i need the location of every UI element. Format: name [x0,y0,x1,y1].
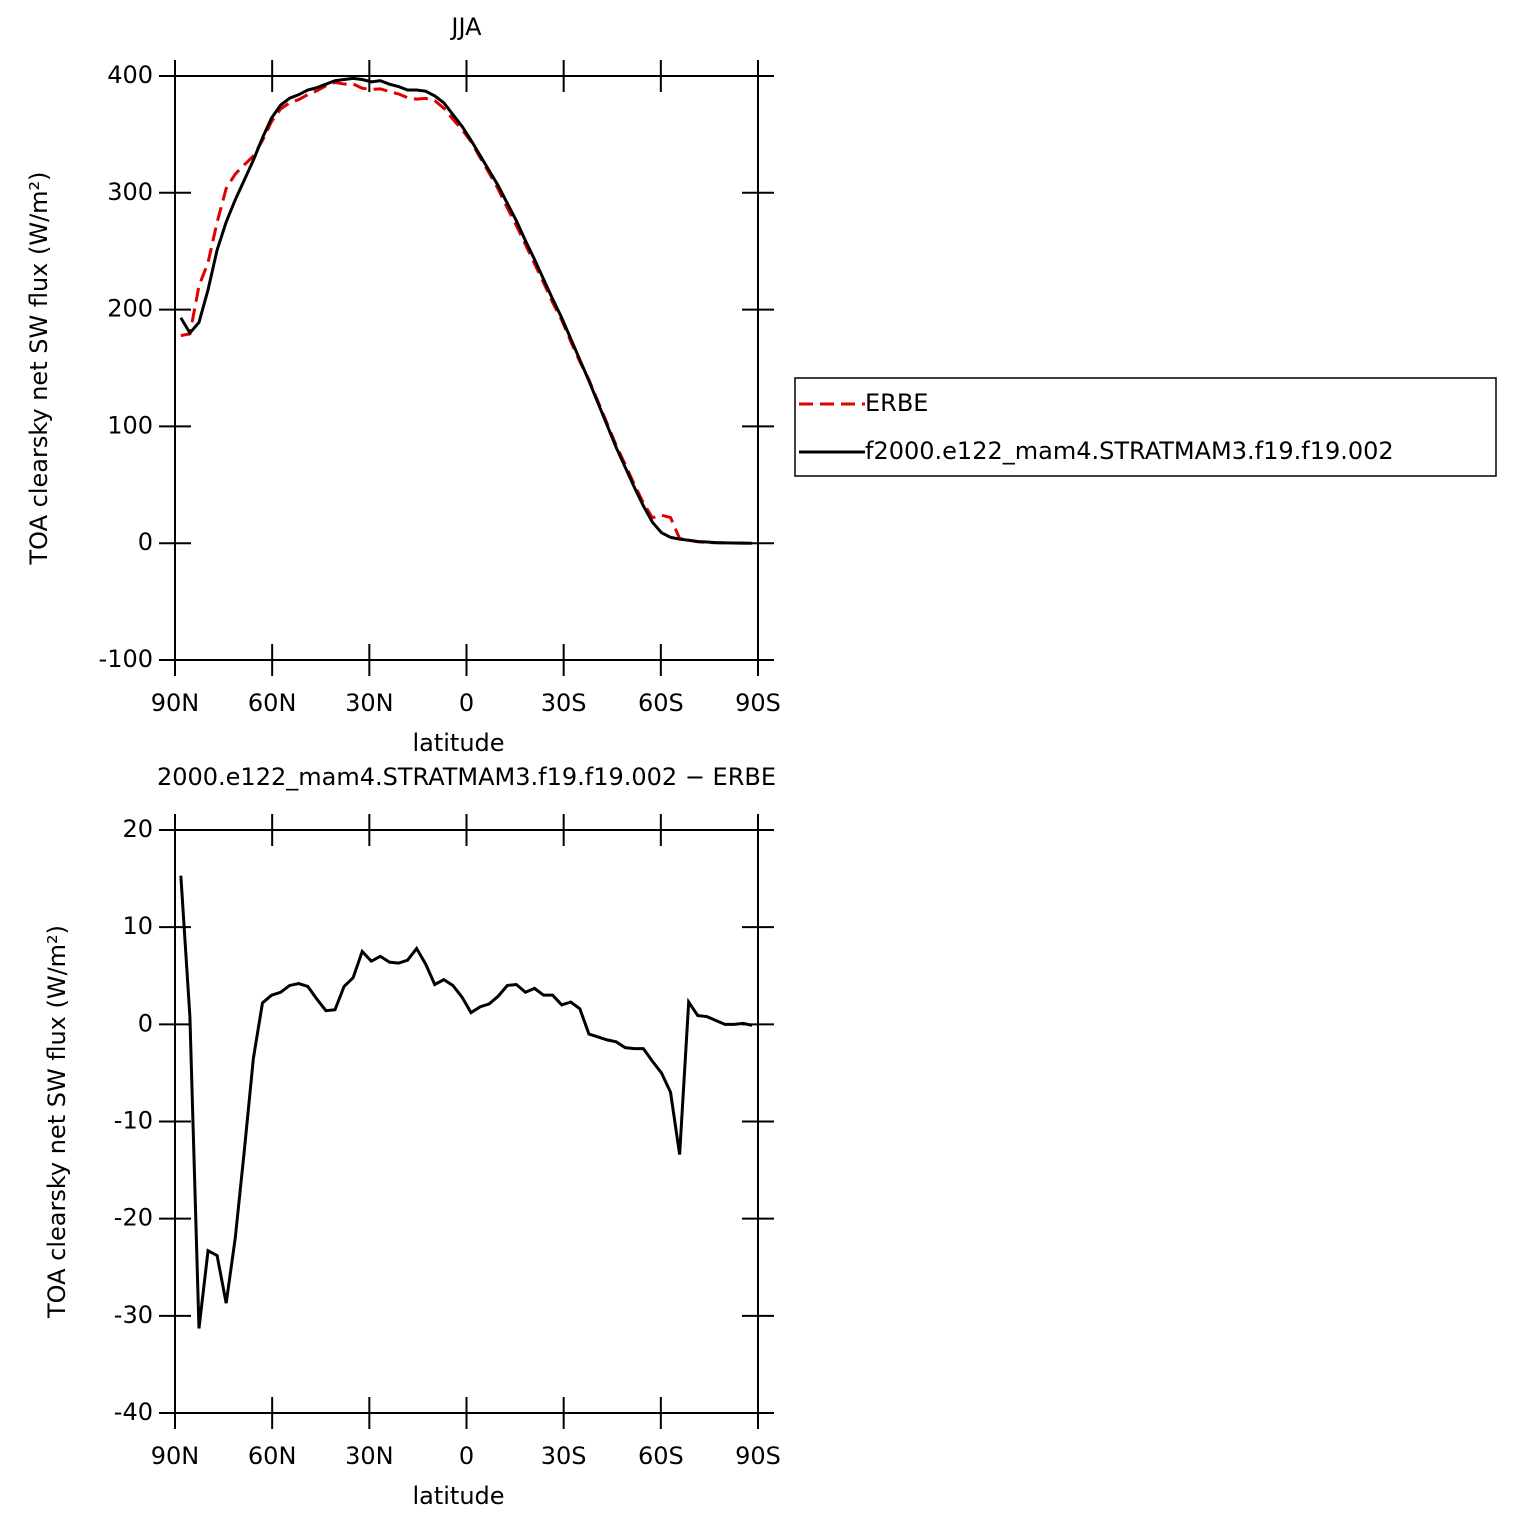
x-tick-label: 90N [151,1442,200,1470]
x-tick-label: 0 [459,1442,474,1470]
y-tick-label: 0 [138,1009,153,1037]
data-line [179,875,753,1329]
plot-frame [174,829,759,1414]
y-tick-label: 100 [107,411,153,439]
plot-frame [174,75,759,661]
x-tick-label: 60S [638,689,684,717]
y-tick-label: -30 [114,1301,153,1329]
x-axis-label: latitude [412,729,504,757]
x-tick-label: 60N [248,689,297,717]
x-tick-label: 30S [541,1442,587,1470]
chart-title: JJA [449,13,482,41]
x-axis-label: latitude [412,1482,504,1510]
y-tick-label: 200 [107,295,153,323]
x-tick-label: 30N [345,1442,394,1470]
chart-title: 2000.e122_mam4.STRATMAM3.f19.f19.002 − E… [157,763,776,791]
legend-label: f2000.e122_mam4.STRATMAM3.f19.f19.002 [865,437,1394,465]
y-tick-label: -10 [114,1107,153,1135]
x-tick-label: 30S [541,689,587,717]
x-tick-label: 90S [735,1442,781,1470]
legend-box [794,377,1497,477]
x-tick-label: 0 [459,689,474,717]
y-tick-label: 300 [107,178,153,206]
x-tick-label: 30N [345,689,394,717]
x-tick-label: 60S [638,1442,684,1470]
data-line [180,80,753,545]
y-axis-label: TOA clearsky net SW flux (W/m²) [43,925,71,1319]
y-tick-label: -20 [114,1204,153,1232]
y-tick-label: 10 [122,912,153,940]
x-tick-label: 60N [248,1442,297,1470]
x-tick-label: 90N [151,689,200,717]
data-line [179,76,753,545]
y-tick-label: 20 [122,815,153,843]
y-tick-label: 0 [138,528,153,556]
y-axis-label: TOA clearsky net SW flux (W/m²) [25,171,53,565]
legend-label: ERBE [865,389,928,417]
y-tick-label: 400 [107,61,153,89]
y-tick-label: -40 [114,1398,153,1426]
y-tick-label: -100 [99,645,153,673]
x-tick-label: 90S [735,689,781,717]
